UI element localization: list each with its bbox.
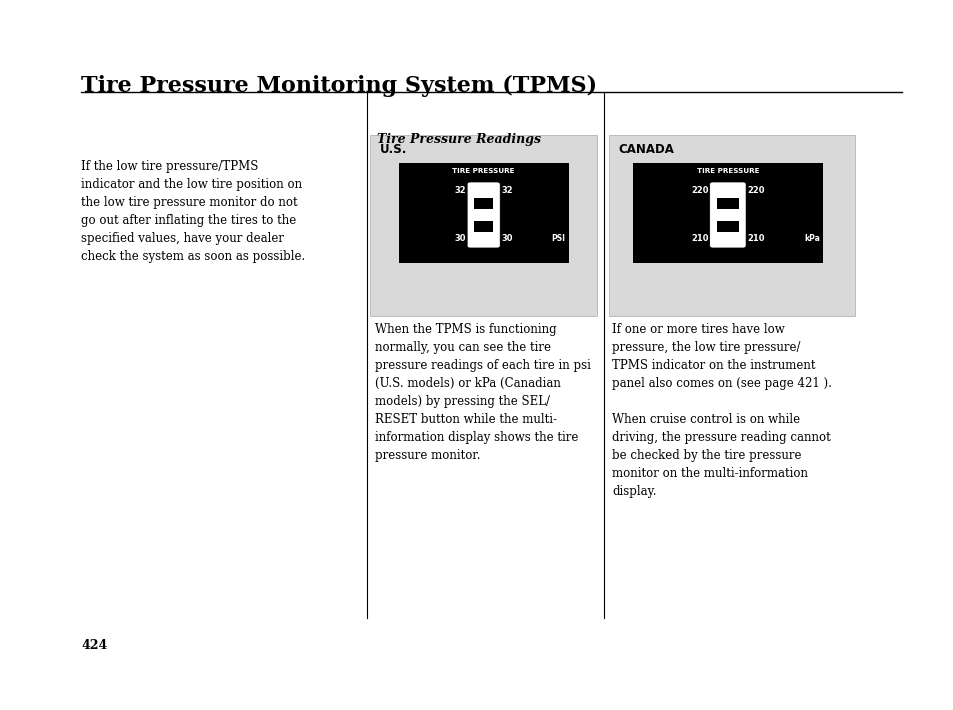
FancyBboxPatch shape (632, 163, 822, 263)
Text: 32: 32 (455, 185, 466, 195)
Text: 32: 32 (500, 185, 512, 195)
Text: 424: 424 (81, 639, 108, 652)
Text: Tire Pressure Readings: Tire Pressure Readings (376, 133, 540, 146)
Text: If one or more tires have low
pressure, the low tire pressure/
TPMS indicator on: If one or more tires have low pressure, … (612, 323, 831, 498)
FancyBboxPatch shape (608, 135, 854, 316)
Text: CANADA: CANADA (618, 143, 674, 156)
Text: U.S.: U.S. (379, 143, 407, 156)
Text: 220: 220 (746, 185, 763, 195)
Text: 30: 30 (500, 234, 512, 244)
Text: 220: 220 (691, 185, 708, 195)
FancyBboxPatch shape (467, 182, 499, 248)
Text: 30: 30 (455, 234, 466, 244)
FancyBboxPatch shape (709, 182, 745, 248)
Text: Tire Pressure Monitoring System (TPMS): Tire Pressure Monitoring System (TPMS) (81, 75, 597, 97)
Bar (717, 197, 738, 209)
Bar (474, 197, 493, 209)
Text: When the TPMS is functioning
normally, you can see the tire
pressure readings of: When the TPMS is functioning normally, y… (375, 323, 590, 462)
Bar (717, 221, 738, 232)
Text: PSI: PSI (551, 234, 565, 244)
Text: kPa: kPa (803, 234, 820, 244)
Text: 210: 210 (746, 234, 763, 244)
Text: TIRE PRESSURE: TIRE PRESSURE (452, 168, 515, 173)
Text: 210: 210 (691, 234, 708, 244)
FancyBboxPatch shape (370, 135, 597, 316)
Text: TIRE PRESSURE: TIRE PRESSURE (696, 168, 759, 173)
Text: If the low tire pressure/TPMS
indicator and the low tire position on
the low tir: If the low tire pressure/TPMS indicator … (81, 160, 305, 263)
Bar (474, 221, 493, 232)
FancyBboxPatch shape (398, 163, 568, 263)
